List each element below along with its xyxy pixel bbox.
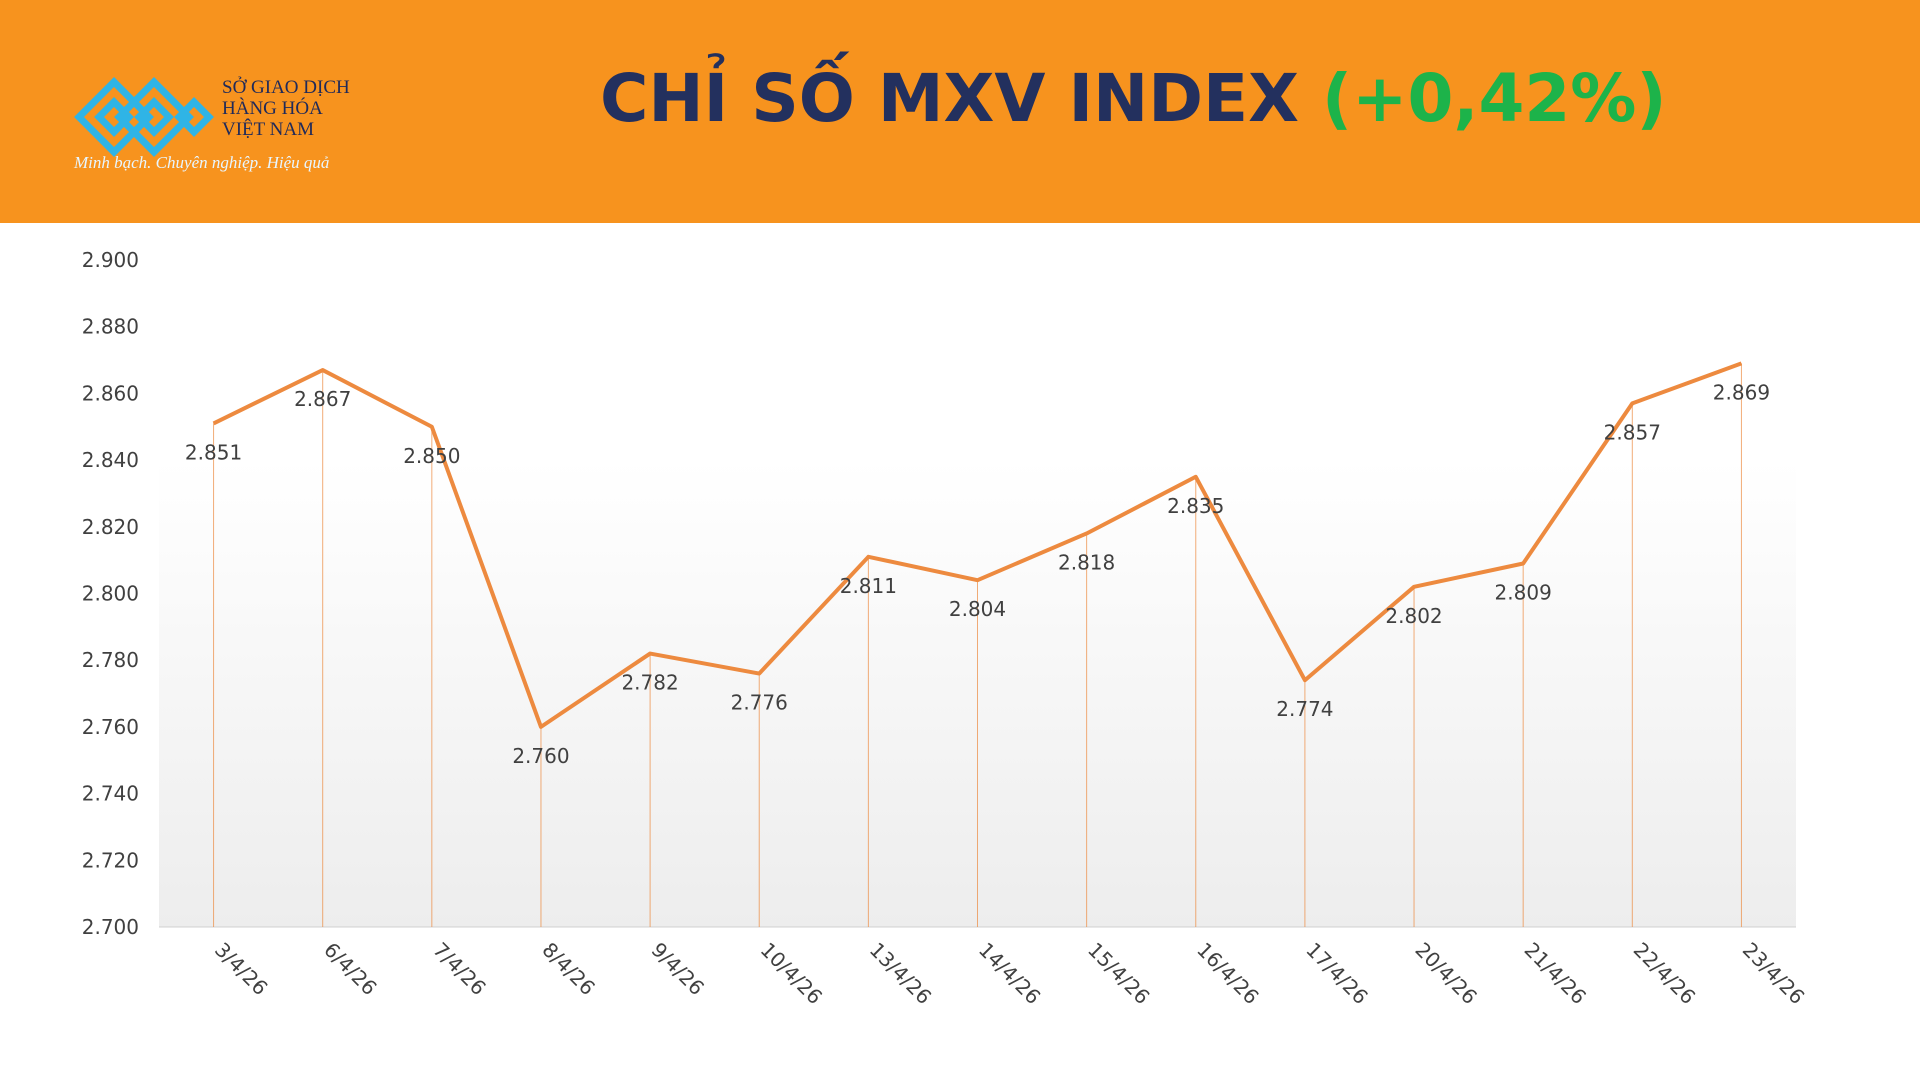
x-tick-label: 8/4/26 xyxy=(537,938,599,1000)
y-tick-label: 2.740 xyxy=(82,782,139,806)
y-tick-label: 2.720 xyxy=(82,848,139,872)
data-label: 2.869 xyxy=(1713,380,1770,404)
y-tick-label: 2.820 xyxy=(82,515,139,539)
y-tick-label: 2.700 xyxy=(82,915,139,939)
slogan: Minh bạch. Chuyên nghiệp. Hiệu quả xyxy=(74,153,330,172)
logo-text: HÀNG HÓA xyxy=(222,98,323,119)
y-tick-label: 2.800 xyxy=(82,582,139,606)
header: SỞ GIAO DỊCH HÀNG HÓA VIỆT NAM Minh bạch… xyxy=(0,0,1920,223)
x-tick-label: 17/4/26 xyxy=(1301,938,1372,1009)
data-label: 2.818 xyxy=(1058,550,1115,574)
data-label: 2.867 xyxy=(294,387,351,411)
x-tick-label: 23/4/26 xyxy=(1738,938,1809,1009)
y-tick-label: 2.900 xyxy=(82,248,139,272)
x-tick-label: 3/4/26 xyxy=(210,938,272,1000)
x-tick-label: 7/4/26 xyxy=(428,938,490,1000)
title: CHỈ SỐ MXV INDEX (+0,42%) xyxy=(600,60,1667,137)
logo-mark xyxy=(74,77,214,157)
x-tick-label: 6/4/26 xyxy=(319,938,381,1000)
x-tick-label: 15/4/26 xyxy=(1083,938,1154,1009)
x-tick-label: 13/4/26 xyxy=(865,938,936,1009)
chart: 2.700 2.720 2.740 2.760 2.780 2.800 2.820 2.840… xyxy=(82,248,1810,1009)
data-label: 2.835 xyxy=(1167,494,1224,518)
data-label: 2.802 xyxy=(1385,604,1442,628)
data-label: 2.760 xyxy=(512,744,569,768)
x-tick-label: 9/4/26 xyxy=(647,938,709,1000)
logo-text: SỞ GIAO DỊCH xyxy=(222,77,350,98)
line xyxy=(212,361,1743,729)
y-tick-label: 2.860 xyxy=(82,381,139,405)
x-tick-label: 10/4/26 xyxy=(756,938,827,1009)
y-tick-label: 2.760 xyxy=(82,715,139,739)
x-tick-label: 14/4/26 xyxy=(974,938,1045,1009)
x-tick-label: 20/4/26 xyxy=(1410,938,1481,1009)
data-label: 2.776 xyxy=(731,691,788,715)
y-tick-label: 2.840 xyxy=(82,448,139,472)
x-tick-label: 16/4/26 xyxy=(1192,938,1263,1009)
data-label: 2.851 xyxy=(185,440,242,464)
data-label: 2.809 xyxy=(1495,580,1552,604)
x-tick-label: 22/4/26 xyxy=(1629,938,1700,1009)
data-label: 2.850 xyxy=(403,444,460,468)
title-change: (+0,42%) xyxy=(1321,60,1667,137)
y-tick-label: 2.880 xyxy=(82,315,139,339)
logo-text: VIỆT NAM xyxy=(222,119,315,140)
data-label: 2.804 xyxy=(949,597,1006,621)
title-text: CHỈ SỐ MXV INDEX xyxy=(600,60,1299,137)
x-tick-label: 21/4/26 xyxy=(1520,938,1591,1009)
data-label: 2.782 xyxy=(621,671,678,695)
data-label: 2.857 xyxy=(1604,420,1661,444)
data-label: 2.774 xyxy=(1276,697,1333,721)
data-label: 2.811 xyxy=(840,574,897,598)
y-tick-label: 2.780 xyxy=(82,648,139,672)
